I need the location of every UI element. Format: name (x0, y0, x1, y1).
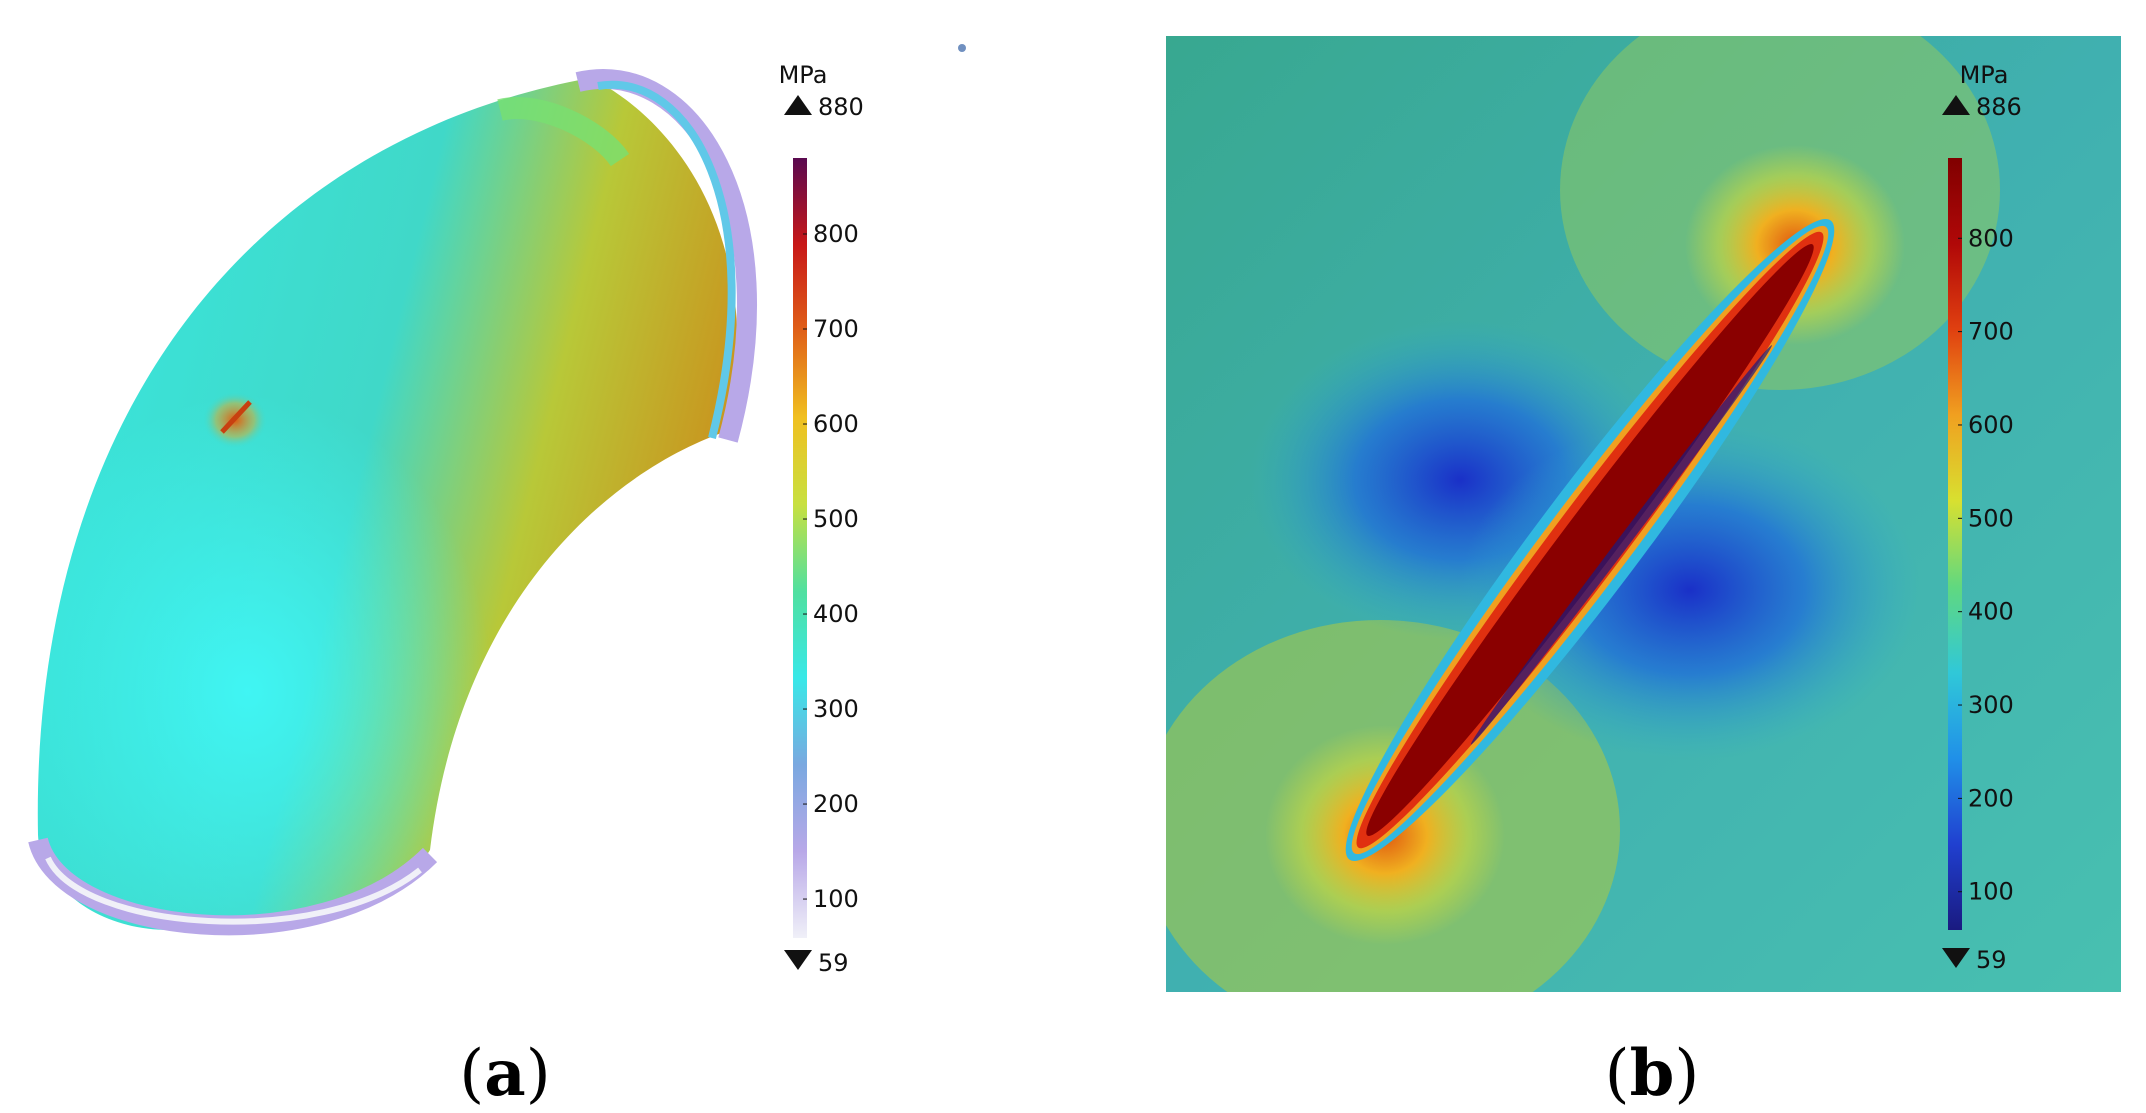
crack-dark-edge (1470, 345, 1772, 745)
pipe-elbow (28, 68, 758, 936)
crack-core (1366, 244, 1814, 836)
colorbar-b-max-label: 886 (1976, 93, 2022, 121)
colorbar-b-min-arrow-icon (1942, 948, 1970, 968)
colorbar-a-max-arrow-icon (784, 95, 812, 115)
pipe-top-ring-inner (597, 80, 736, 439)
pipe-highlight (37, 78, 738, 930)
stray-marker (958, 44, 966, 52)
caption-b-letter: b (1630, 1036, 1675, 1111)
pipe-top-band (497, 97, 630, 167)
flaw-crack (220, 400, 252, 434)
colorbar-tick-label: 500 (1968, 504, 2014, 532)
colorbar-b-max-arrow-icon (1942, 95, 1970, 115)
colorbar-b-unit: MPa (1960, 61, 2009, 89)
colorbar-tick-label: 100 (1968, 878, 2014, 906)
caption-b: (b) (1605, 1036, 1700, 1111)
colorbar-tick-label: 600 (813, 410, 859, 438)
colorbar-tick-label: 700 (1968, 318, 2014, 346)
colorbar-a-min-label: 59 (818, 949, 849, 977)
panel-b: MPa 886 800 700 600 500 400 300 200 100 59 (b) (1166, 36, 2121, 1111)
colorbar-a-max-label: 880 (818, 93, 864, 121)
colorbar-tick-label: 500 (813, 505, 859, 533)
colorbar-tick-label: 300 (1968, 691, 2014, 719)
colorbar-tick-label: 800 (1968, 224, 2014, 252)
stress-field (1166, 36, 2121, 992)
colorbar-tick-label: 200 (1968, 784, 2014, 812)
crack-band (1345, 219, 1835, 861)
colorbar-tick-label: 600 (1968, 411, 2014, 439)
colorbar-a-bar (793, 158, 807, 938)
colorbar-b-min-label: 59 (1976, 946, 2007, 974)
panel-a: MPa 880 800 700 600 500 400 300 200 100 59 (a) (28, 44, 966, 1111)
colorbar-a: MPa 880 800 700 600 500 400 300 200 100 59 (779, 61, 864, 977)
pipe-top-ring (575, 68, 758, 443)
colorbar-tick-label: 100 (813, 885, 859, 913)
colorbar-tick-label: 400 (1968, 598, 2014, 626)
caption-a: (a) (459, 1036, 550, 1111)
colorbar-b: MPa 886 800 700 600 500 400 300 200 100 59 (1942, 61, 2022, 974)
colorbar-tick-label: 800 (813, 220, 859, 248)
colorbar-a-min-arrow-icon (784, 950, 812, 970)
caption-a-letter: a (484, 1036, 525, 1111)
colorbar-tick-label: 700 (813, 315, 859, 343)
colorbar-a-unit: MPa (779, 61, 828, 89)
colorbar-tick-label: 300 (813, 695, 859, 723)
colorbar-tick-label: 400 (813, 600, 859, 628)
colorbar-tick-label: 200 (813, 790, 859, 818)
pipe-bottom-ring-inner (45, 856, 422, 925)
colorbar-b-bar (1948, 158, 1962, 930)
